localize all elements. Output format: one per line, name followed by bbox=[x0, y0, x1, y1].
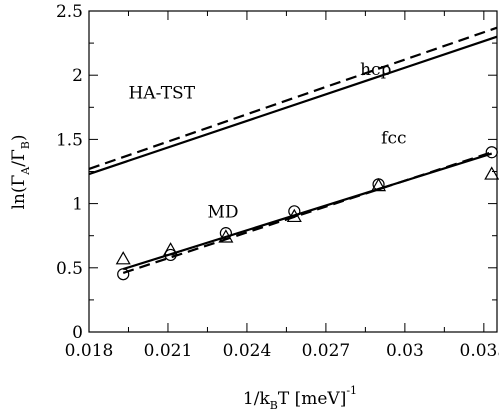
x-tick-label: 0.018 bbox=[65, 341, 114, 361]
annotation-label: HA-TST bbox=[128, 83, 195, 103]
x-tick-label: 0.03 bbox=[386, 341, 424, 361]
y-tick-label: 2 bbox=[72, 66, 83, 86]
annotation-label: hcp bbox=[360, 60, 391, 80]
y-tick-label: 0 bbox=[72, 323, 83, 343]
series-line-hatst_hcp bbox=[89, 26, 497, 170]
data-point-triangle bbox=[484, 166, 499, 180]
data-point-triangle bbox=[115, 251, 131, 265]
data-point-triangle bbox=[163, 242, 179, 256]
y-tick-label: 1.5 bbox=[56, 130, 83, 150]
x-tick-label: 0.027 bbox=[302, 341, 351, 361]
data-point-circle bbox=[117, 268, 130, 281]
annotation-label: fcc bbox=[381, 128, 406, 148]
x-tick-label: 0.024 bbox=[223, 341, 272, 361]
data-point-triangle bbox=[371, 177, 387, 192]
x-tick-label: 0.033 bbox=[460, 341, 499, 361]
series-lines bbox=[89, 26, 497, 274]
series-markers bbox=[115, 146, 499, 281]
data-point-circle bbox=[485, 146, 498, 159]
x-axis-ticks: 0.018 0.021 0.024 0.027 0.03 0.033 bbox=[65, 11, 499, 361]
series-line-md_hcp_fit bbox=[122, 151, 493, 274]
y-tick-label: 1 bbox=[72, 195, 83, 215]
x-tick-label: 0.021 bbox=[144, 341, 193, 361]
annotations: HA-TST hcp fcc MD bbox=[128, 60, 406, 223]
y-tick-label: 2.5 bbox=[56, 2, 83, 22]
y-tick-label: 0.5 bbox=[56, 259, 83, 279]
x-axis-label: 1/kBT [meV]-1 bbox=[243, 384, 357, 412]
data-point-triangle bbox=[218, 229, 234, 243]
series-line-hatst_fcc bbox=[89, 35, 497, 176]
data-point-triangle bbox=[286, 208, 302, 223]
data-point-circle bbox=[219, 227, 232, 240]
y-axis-ticks: 0 0.5 1 1.5 2 2.5 bbox=[56, 2, 497, 343]
y-axis-label: ln(ΓA/ΓB) bbox=[9, 134, 32, 209]
annotation-label: MD bbox=[207, 203, 238, 223]
data-point-circle bbox=[288, 205, 301, 218]
